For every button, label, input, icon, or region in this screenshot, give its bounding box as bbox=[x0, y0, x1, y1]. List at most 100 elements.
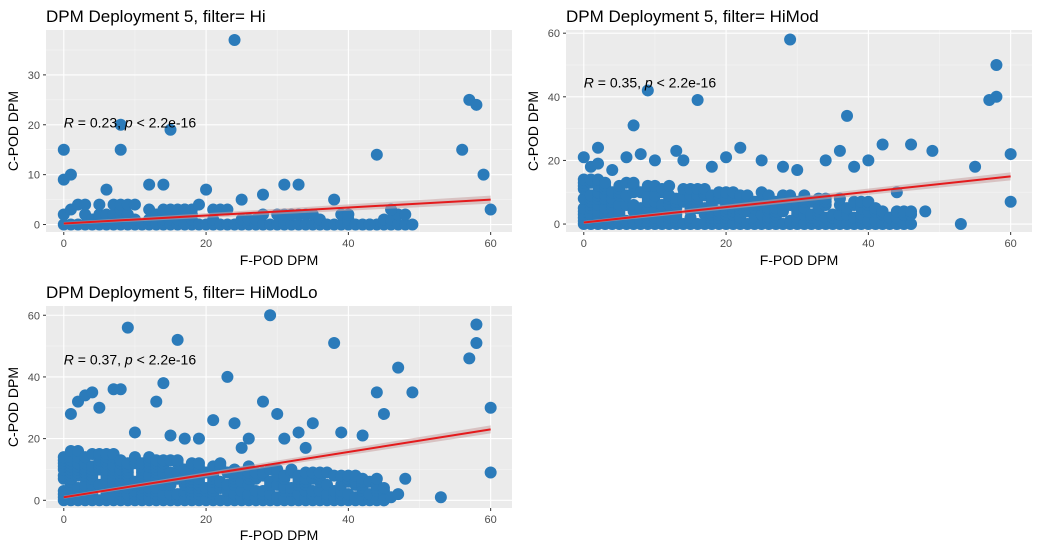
y-tick-label: 20 bbox=[28, 120, 40, 132]
x-tick-label: 60 bbox=[1005, 238, 1017, 250]
data-point bbox=[470, 318, 483, 331]
data-point bbox=[484, 401, 497, 414]
data-point bbox=[670, 144, 683, 157]
chart-panel-3: DPM Deployment 5, filter= HiModLo 0 20 40 60… bbox=[5, 283, 512, 543]
plot-layer bbox=[57, 33, 497, 231]
x-tick-label: 0 bbox=[581, 238, 587, 250]
data-point bbox=[1004, 195, 1017, 208]
data-point bbox=[192, 432, 205, 445]
correlation-annotation: R = 0.35, p < 2.2e-16 bbox=[584, 74, 717, 90]
data-point bbox=[734, 141, 747, 154]
x-axis-label: F-POD DPM bbox=[760, 252, 839, 268]
data-point bbox=[299, 441, 312, 454]
data-point bbox=[328, 337, 341, 350]
data-point bbox=[164, 123, 177, 136]
x-tick-label: 0 bbox=[61, 514, 67, 526]
data-point bbox=[392, 361, 405, 374]
chart-title: DPM Deployment 5, filter= HiModLo bbox=[46, 283, 318, 302]
annotation-r-label: R bbox=[64, 114, 74, 130]
data-point bbox=[592, 141, 605, 154]
data-point bbox=[905, 205, 918, 218]
data-point bbox=[484, 203, 497, 216]
data-point bbox=[399, 208, 412, 221]
data-point bbox=[235, 193, 248, 206]
data-point bbox=[157, 377, 170, 390]
data-point bbox=[456, 143, 469, 156]
data-point bbox=[720, 151, 733, 164]
data-point bbox=[1004, 148, 1017, 161]
x-tick-label: 40 bbox=[342, 514, 354, 526]
data-point bbox=[370, 148, 383, 161]
chart-panel-2: DPM Deployment 5, filter= HiMod 0 20 40 60 0 2… bbox=[525, 7, 1032, 268]
data-point bbox=[342, 208, 355, 221]
data-point bbox=[192, 198, 205, 211]
data-point bbox=[819, 154, 832, 167]
data-point bbox=[292, 178, 305, 191]
data-point bbox=[648, 154, 661, 167]
y-axis-label: C-POD DPM bbox=[5, 91, 21, 171]
y-tick-label: 60 bbox=[548, 28, 560, 40]
data-point bbox=[377, 407, 390, 420]
data-point bbox=[114, 118, 127, 131]
data-point bbox=[228, 417, 241, 430]
data-point bbox=[128, 198, 141, 211]
regression-line bbox=[63, 428, 491, 499]
data-point bbox=[93, 401, 106, 414]
data-point bbox=[905, 138, 918, 151]
plot-layer bbox=[577, 33, 1017, 231]
data-point bbox=[264, 309, 277, 322]
data-point bbox=[306, 417, 319, 430]
data-point bbox=[114, 383, 127, 396]
data-point bbox=[399, 472, 412, 485]
data-point bbox=[228, 33, 241, 46]
y-tick-label: 20 bbox=[28, 434, 40, 446]
x-tick-label: 40 bbox=[862, 238, 874, 250]
data-point bbox=[990, 58, 1003, 71]
data-point bbox=[833, 144, 846, 157]
data-point bbox=[256, 188, 269, 201]
chart-panel-1: DPM Deployment 5, filter= Hi 0 20 40 60 0 10 20… bbox=[5, 7, 512, 268]
data-point bbox=[86, 386, 99, 399]
data-point bbox=[905, 218, 918, 231]
x-tick-label: 20 bbox=[200, 514, 212, 526]
annotation-r-label: R bbox=[64, 352, 74, 368]
data-point bbox=[463, 352, 476, 365]
data-point bbox=[100, 183, 113, 196]
data-point bbox=[207, 414, 220, 427]
correlation-annotation: R = 0.23, p < 2.2e-16 bbox=[64, 114, 197, 130]
data-point bbox=[121, 321, 134, 334]
data-point bbox=[791, 163, 804, 176]
data-point bbox=[370, 386, 383, 399]
annotation-r-value: = 0.37, bbox=[74, 352, 125, 368]
data-point bbox=[128, 426, 141, 439]
data-point bbox=[335, 426, 348, 439]
data-point bbox=[64, 168, 77, 181]
data-point bbox=[278, 178, 291, 191]
annotation-r-value: = 0.23, bbox=[74, 114, 125, 130]
data-point bbox=[235, 441, 248, 454]
data-point bbox=[477, 168, 490, 181]
y-tick-label: 40 bbox=[28, 372, 40, 384]
annotation-p-label: p bbox=[124, 114, 133, 130]
data-point bbox=[627, 119, 640, 132]
data-point bbox=[242, 432, 255, 445]
annotation-p-label: p bbox=[124, 352, 133, 368]
data-point bbox=[577, 151, 590, 164]
data-point bbox=[171, 454, 184, 467]
x-axis-label: F-POD DPM bbox=[240, 527, 319, 543]
regression-line bbox=[63, 198, 491, 225]
data-point bbox=[592, 157, 605, 170]
data-point bbox=[919, 205, 932, 218]
data-point bbox=[79, 198, 92, 211]
data-point bbox=[677, 154, 690, 167]
plot-panel bbox=[46, 30, 512, 232]
annotation-r-label: R bbox=[584, 74, 594, 90]
y-axis-label: C-POD DPM bbox=[5, 367, 21, 447]
x-tick-label: 0 bbox=[61, 238, 67, 250]
y-tick-label: 10 bbox=[28, 170, 40, 182]
data-point bbox=[926, 144, 939, 157]
annotation-p-value: < 2.2e-16 bbox=[133, 114, 197, 130]
correlation-annotation: R = 0.37, p < 2.2e-16 bbox=[64, 352, 197, 368]
y-tick-label: 0 bbox=[34, 495, 40, 507]
data-point bbox=[392, 488, 405, 501]
